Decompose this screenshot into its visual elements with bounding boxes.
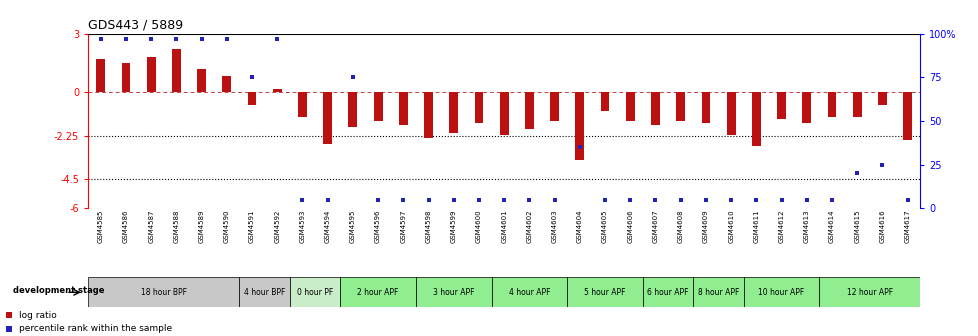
Bar (600, 92, 609, 111)
Text: 2 hour APF: 2 hour APF (357, 288, 398, 297)
Bar (826, 92, 835, 117)
Bar (650, 92, 659, 125)
Bar (819, 277, 919, 307)
Bar (550, 92, 558, 121)
Bar (240, 277, 289, 307)
Bar (499, 92, 509, 134)
Text: 4 hour BPF: 4 hour BPF (244, 288, 285, 297)
Bar (88, 277, 240, 307)
Text: 4 hour APF: 4 hour APF (509, 288, 550, 297)
Bar (524, 92, 533, 129)
Bar (247, 92, 256, 106)
Bar (147, 57, 156, 92)
Bar (289, 277, 340, 307)
Bar (323, 92, 332, 144)
Bar (692, 277, 743, 307)
Bar (273, 89, 282, 92)
Bar (491, 277, 566, 307)
Bar (676, 92, 685, 121)
Text: 0 hour PF: 0 hour PF (296, 288, 333, 297)
Bar (643, 277, 692, 307)
Bar (340, 277, 416, 307)
Text: development stage: development stage (13, 286, 105, 295)
Bar (726, 92, 734, 134)
Text: GDS443 / 5889: GDS443 / 5889 (88, 18, 183, 31)
Text: 5 hour APF: 5 hour APF (584, 288, 625, 297)
Bar (751, 92, 760, 146)
Bar (743, 277, 819, 307)
Bar (701, 92, 710, 123)
Bar (777, 92, 785, 119)
Bar (474, 92, 483, 123)
Bar (172, 49, 181, 92)
Text: 18 hour BPF: 18 hour BPF (141, 288, 187, 297)
Bar (297, 92, 306, 117)
Bar (374, 92, 382, 121)
Text: 12 hour APF: 12 hour APF (846, 288, 892, 297)
Bar (121, 63, 130, 92)
Bar (852, 92, 861, 117)
Bar (566, 277, 643, 307)
Bar (625, 92, 634, 121)
Bar (423, 92, 432, 138)
Text: 10 hour APF: 10 hour APF (758, 288, 804, 297)
Bar (802, 92, 811, 123)
Bar (398, 92, 407, 125)
Bar (575, 92, 584, 160)
Bar (903, 92, 911, 140)
Bar (96, 59, 105, 92)
Bar (222, 76, 231, 92)
Text: 6 hour APF: 6 hour APF (646, 288, 689, 297)
Bar (197, 69, 205, 92)
Text: 8 hour APF: 8 hour APF (697, 288, 738, 297)
Text: percentile rank within the sample: percentile rank within the sample (19, 324, 171, 333)
Text: log ratio: log ratio (19, 311, 57, 320)
Text: 3 hour APF: 3 hour APF (432, 288, 474, 297)
Bar (449, 92, 458, 133)
Bar (416, 277, 491, 307)
Bar (348, 92, 357, 127)
Bar (877, 92, 886, 106)
